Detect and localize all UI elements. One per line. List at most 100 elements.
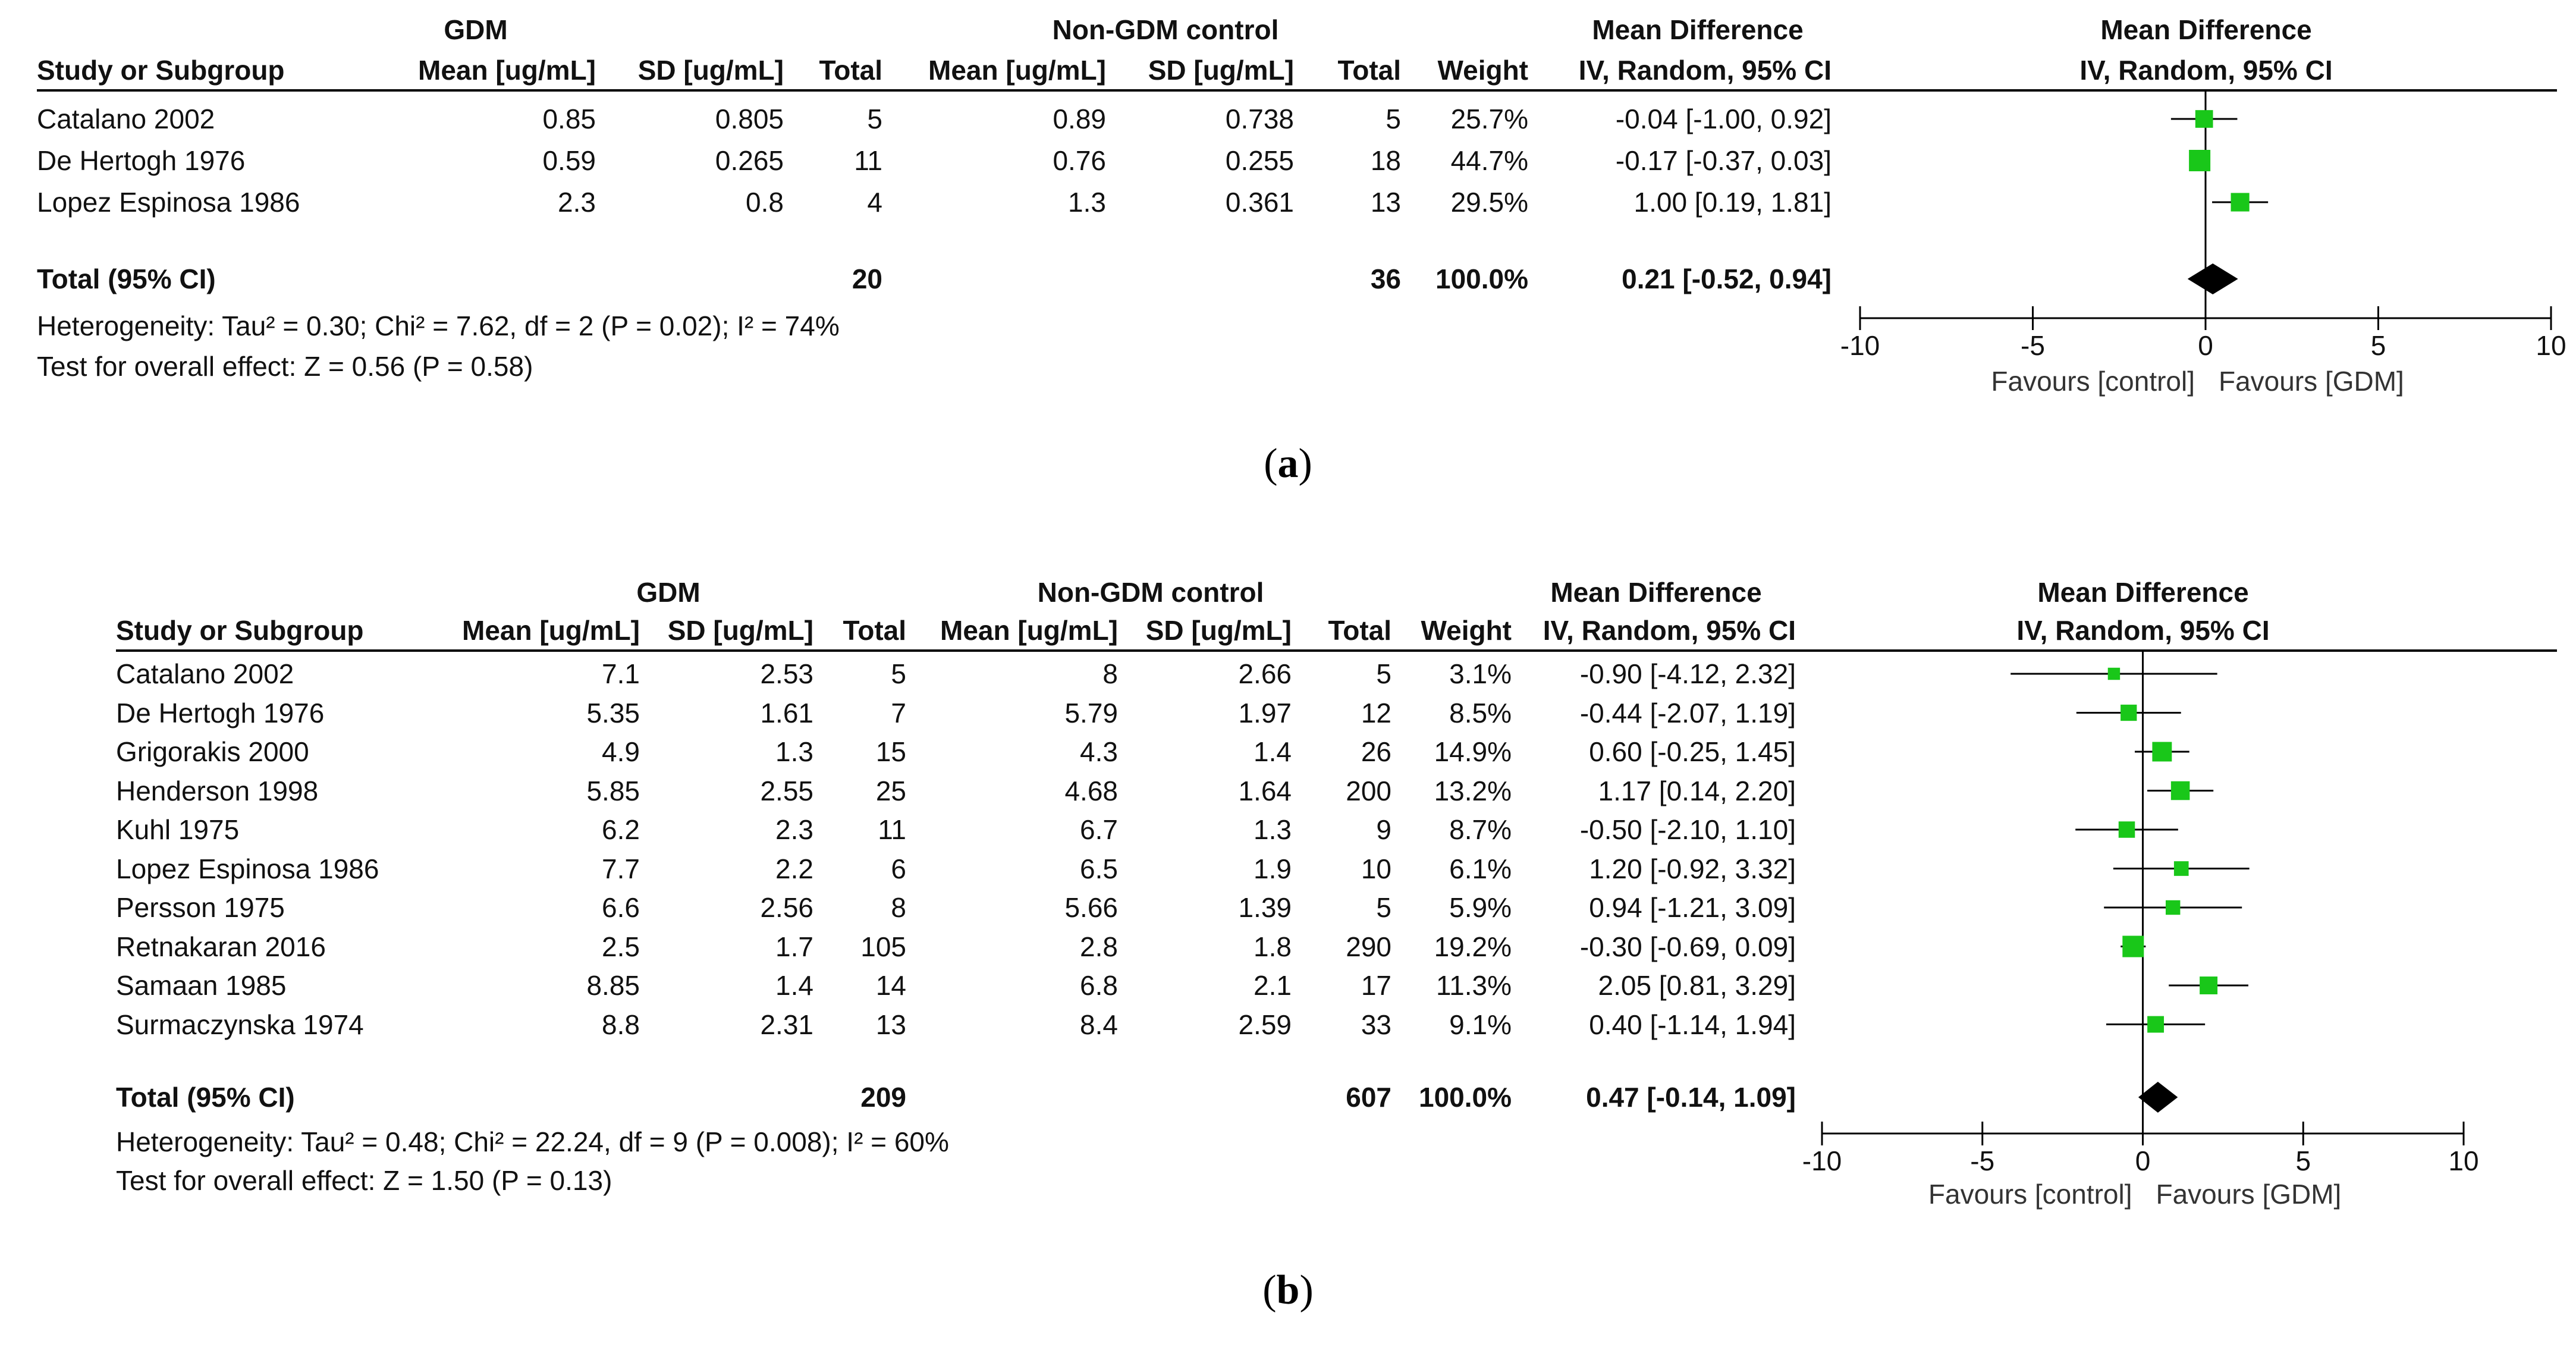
caption-letter: b — [1276, 1267, 1300, 1313]
pooled-diamond — [2187, 263, 2238, 294]
col-header-ci: IV, Random, 95% CI — [1543, 615, 1796, 646]
total-gdm: 209 — [860, 1082, 906, 1113]
gdm-total: 5 — [867, 103, 882, 134]
gdm-mean: 2.3 — [558, 187, 596, 218]
header-rule — [116, 649, 2557, 652]
study-ci: 0.94 [-1.21, 3.09] — [1589, 892, 1796, 923]
control-mean: 0.89 — [1053, 103, 1106, 134]
control-total: 12 — [1361, 697, 1391, 729]
gdm-total: 13 — [875, 1009, 906, 1040]
gdm-mean: 5.35 — [586, 697, 640, 729]
overall-effect-text: Test for overall effect: Z = 0.56 (P = 0… — [37, 351, 533, 382]
total-weight: 100.0% — [1418, 1082, 1512, 1113]
x-tick-label: 10 — [2536, 330, 2566, 361]
control-mean: 5.79 — [1064, 697, 1118, 729]
gdm-total: 6 — [891, 853, 906, 884]
total-ci: 0.21 [-0.52, 0.94] — [1622, 263, 1832, 294]
caption-letter: a — [1277, 441, 1299, 486]
gdm-sd: 0.8 — [746, 187, 784, 218]
study-marker — [2195, 110, 2213, 128]
control-sd: 2.66 — [1238, 658, 1292, 689]
control-sd: 2.1 — [1254, 970, 1292, 1001]
study-weight: 29.5% — [1450, 187, 1528, 218]
gdm-sd: 1.7 — [775, 931, 813, 962]
control-sd: 0.738 — [1225, 103, 1294, 134]
gdm-mean: 6.2 — [602, 814, 640, 845]
study-weight: 6.1% — [1449, 853, 1512, 884]
study-name: Lopez Espinosa 1986 — [37, 187, 300, 218]
control-total: 5 — [1386, 103, 1401, 134]
study-marker — [2231, 193, 2250, 212]
control-sd: 0.255 — [1225, 145, 1294, 176]
study-ci: 1.17 [0.14, 2.20] — [1598, 775, 1796, 806]
x-tick-label: 10 — [2448, 1145, 2478, 1176]
control-sd: 1.39 — [1238, 892, 1292, 923]
plot-title: Mean Difference — [2100, 14, 2312, 45]
control-sd: 1.97 — [1238, 697, 1292, 729]
effect-header: Mean Difference — [1550, 577, 1762, 608]
gdm-sd: 2.2 — [775, 853, 813, 884]
control-total: 17 — [1361, 970, 1391, 1001]
study-ci: 1.00 [0.19, 1.81] — [1633, 187, 1832, 218]
total-label: Total (95% CI) — [116, 1082, 295, 1113]
study-weight: 9.1% — [1449, 1009, 1512, 1040]
control-mean: 8.4 — [1080, 1009, 1118, 1040]
control-total: 9 — [1376, 814, 1391, 845]
gdm-mean: 7.1 — [602, 658, 640, 689]
col-header-ci: IV, Random, 95% CI — [1578, 55, 1832, 86]
gdm-total: 105 — [860, 931, 906, 962]
study-marker — [2152, 742, 2172, 762]
study-ci: -0.17 [-0.37, 0.03] — [1615, 145, 1832, 176]
control-sd: 1.64 — [1238, 775, 1292, 806]
gdm-sd: 2.31 — [760, 1009, 813, 1040]
study-ci: 0.40 [-1.14, 1.94] — [1589, 1009, 1796, 1040]
study-ci: -0.04 [-1.00, 0.92] — [1615, 103, 1832, 134]
study-ci: 1.20 [-0.92, 3.32] — [1589, 853, 1796, 884]
gdm-sd: 1.4 — [775, 970, 813, 1001]
study-weight: 44.7% — [1450, 145, 1528, 176]
gdm-total: 11 — [854, 145, 882, 176]
favours-gdm-label: Favours [GDM] — [2219, 366, 2404, 397]
x-tick-label: 5 — [2295, 1145, 2311, 1176]
control-mean: 0.76 — [1053, 145, 1106, 176]
study-weight: 5.9% — [1449, 892, 1512, 923]
pooled-diamond — [2138, 1082, 2178, 1113]
total-gdm: 20 — [852, 263, 882, 294]
gdm-mean: 4.9 — [602, 736, 640, 767]
control-mean: 4.3 — [1080, 736, 1118, 767]
gdm-total: 14 — [875, 970, 906, 1001]
study-weight: 14.9% — [1434, 736, 1512, 767]
total-control: 607 — [1346, 1082, 1391, 1113]
plot-subtitle: IV, Random, 95% CI — [2079, 55, 2333, 86]
gdm-total: 11 — [878, 814, 906, 845]
x-tick-label: 5 — [2371, 330, 2386, 361]
study-name: Persson 1975 — [116, 892, 285, 923]
study-weight: 8.7% — [1449, 814, 1512, 845]
study-marker — [2189, 150, 2211, 171]
study-name: Lopez Espinosa 1986 — [116, 853, 379, 884]
gdm-sd: 0.805 — [715, 103, 784, 134]
control-sd: 1.4 — [1254, 736, 1292, 767]
control-sd: 1.3 — [1254, 814, 1292, 845]
control-total: 10 — [1361, 853, 1391, 884]
study-marker — [2170, 781, 2190, 800]
control-mean: 6.8 — [1080, 970, 1118, 1001]
study-marker — [2200, 977, 2218, 994]
control-mean: 4.68 — [1064, 775, 1118, 806]
gdm-mean: 8.85 — [586, 970, 640, 1001]
col-header-study: Study or Subgroup — [37, 55, 285, 86]
favours-control-label: Favours [control] — [1928, 1179, 2132, 1210]
header-rule — [37, 89, 2557, 92]
study-name: Henderson 1998 — [116, 775, 319, 806]
study-ci: -0.44 [-2.07, 1.19] — [1579, 697, 1796, 729]
study-name: De Hertogh 1976 — [37, 145, 246, 176]
study-weight: 13.2% — [1434, 775, 1512, 806]
gdm-mean: 8.8 — [602, 1009, 640, 1040]
control-sd: 2.59 — [1238, 1009, 1292, 1040]
gdm-total: 7 — [891, 697, 906, 729]
x-tick-label: 0 — [2198, 330, 2213, 361]
study-ci: 2.05 [0.81, 3.29] — [1598, 970, 1796, 1001]
study-name: Catalano 2002 — [37, 103, 215, 134]
col-header-control-sd: SD [ug/mL] — [1148, 55, 1294, 86]
